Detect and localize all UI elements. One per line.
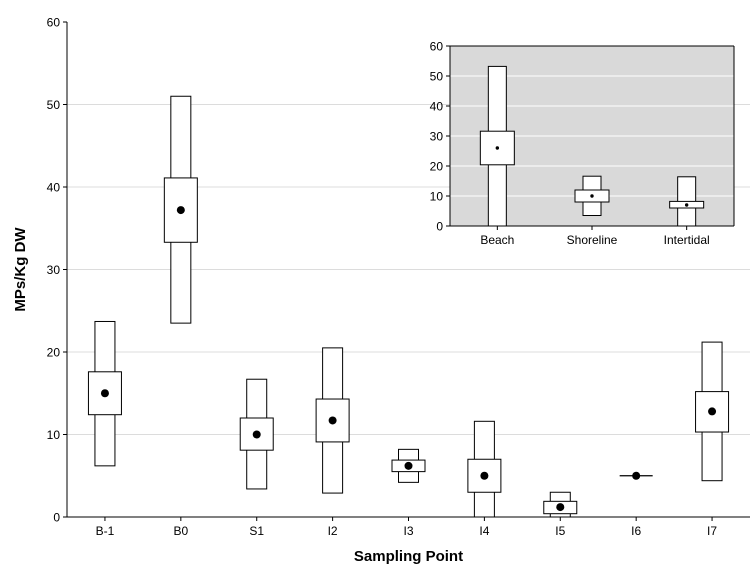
x-tick-label: I5 — [555, 524, 565, 538]
mean-point — [328, 416, 337, 425]
y-tick-label: 10 — [430, 189, 444, 203]
x-tick-label: I6 — [631, 524, 641, 538]
y-tick-label: 50 — [47, 98, 61, 112]
mean-point — [252, 430, 261, 439]
y-tick-label: 50 — [430, 69, 444, 83]
x-tick-label: Shoreline — [567, 233, 618, 247]
y-tick-label: 10 — [47, 428, 61, 442]
y-tick-label: 30 — [47, 263, 61, 277]
x-tick-label: I4 — [479, 524, 489, 538]
y-tick-label: 0 — [436, 219, 443, 233]
y-tick-label: 30 — [430, 129, 444, 143]
mean-point — [100, 389, 109, 398]
mean-point — [404, 461, 413, 470]
y-tick-label: 40 — [430, 99, 444, 113]
mean-point — [480, 471, 489, 480]
y-tick-label: 20 — [430, 159, 444, 173]
mean-point — [176, 206, 185, 215]
y-tick-label: 60 — [47, 15, 61, 29]
y-tick-label: 20 — [47, 345, 61, 359]
mean-point — [556, 503, 565, 512]
x-tick-label: I7 — [707, 524, 717, 538]
x-tick-label: I2 — [328, 524, 338, 538]
mean-point — [632, 471, 641, 480]
mean-point — [708, 407, 717, 416]
x-tick-label: B0 — [173, 524, 188, 538]
mean-point — [590, 194, 594, 198]
x-tick-label: B-1 — [96, 524, 115, 538]
y-tick-label: 60 — [430, 39, 444, 53]
mean-point — [495, 146, 500, 150]
x-axis-title: Sampling Point — [354, 548, 463, 565]
mean-point — [684, 203, 689, 207]
x-tick-label: I3 — [403, 524, 413, 538]
y-axis-title: MPs/Kg DW — [12, 227, 29, 312]
y-tick-label: 40 — [47, 180, 61, 194]
x-tick-label: Beach — [480, 233, 514, 247]
y-tick-label: 0 — [53, 510, 60, 524]
x-tick-label: Intertidal — [664, 233, 710, 247]
x-tick-label: S1 — [249, 524, 264, 538]
